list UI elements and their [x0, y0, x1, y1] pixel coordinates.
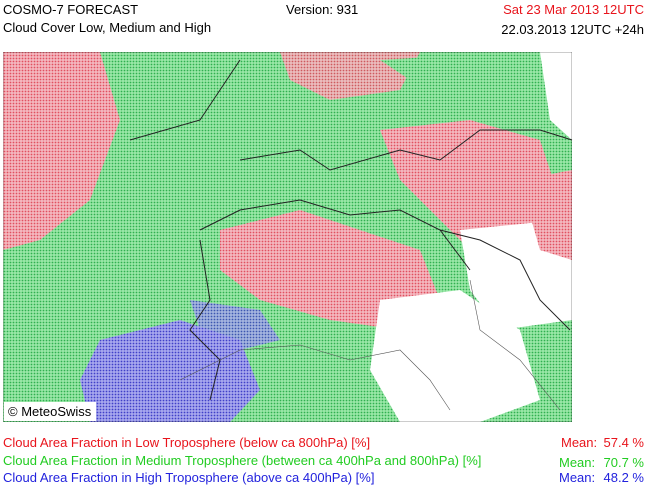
cloud-fields: [3, 52, 572, 422]
legend-low: Cloud Area Fraction in Low Troposphere (…: [3, 435, 371, 450]
run-time: 22.03.2013 12UTC +24h: [501, 22, 644, 37]
mean-label: Mean:: [559, 455, 596, 470]
coastline: [179, 279, 561, 411]
title: COSMO-7 FORECAST: [3, 2, 139, 17]
credit-box: [4, 402, 96, 421]
mean-label: Mean:: [561, 435, 598, 450]
legend-medium: Cloud Area Fraction in Medium Tropospher…: [3, 453, 482, 468]
version: Version: 931: [286, 2, 359, 17]
legend-high: Cloud Area Fraction in High Troposphere …: [3, 470, 375, 485]
credit: © MeteoSwiss: [8, 404, 92, 419]
valid-time: Sat 23 Mar 2013 12UTC: [503, 2, 644, 17]
mean-value: 57.4 %: [603, 435, 644, 450]
mean-value: 70.7 %: [603, 455, 644, 470]
mean-label: Mean:: [559, 470, 596, 485]
subtitle: Cloud Cover Low, Medium and High: [3, 20, 212, 35]
borders: [129, 59, 573, 401]
mean-value: 48.2 %: [603, 470, 644, 485]
